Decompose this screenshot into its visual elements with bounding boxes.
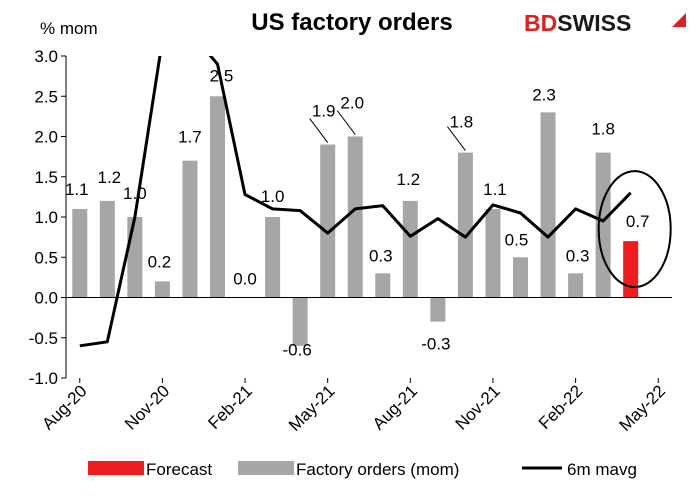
logo-swiss: SWISS [557,10,631,36]
bar [568,273,584,298]
forecast-circle [597,170,672,289]
data-label: 0.7 [626,212,650,231]
label-leader-line [336,110,356,135]
bar [72,208,88,298]
bar [485,208,501,298]
bar [375,273,391,298]
legend-label: Forecast [146,460,212,479]
data-label: 1.9 [312,102,336,121]
bar [430,297,446,322]
data-label: 2.5 [210,66,234,85]
data-label: -0.6 [282,341,311,360]
label-leader-line [309,118,329,143]
chart-title: US factory orders [251,9,452,36]
y-axis-unit-label: % mom [40,19,98,38]
bar [320,144,336,298]
bar [513,257,528,298]
legend: Forecast Factory orders (mom) 6m mavg [88,460,637,479]
legend-label: 6m mavg [567,460,637,479]
bar [182,160,198,298]
bar [595,152,611,298]
bar [540,112,556,298]
y-tick-label: 3.0 [34,47,58,66]
data-label: 2.3 [532,85,556,104]
logo-triangle-icon [672,13,686,27]
data-label: 1.7 [178,128,202,147]
x-tick-label: Feb-21 [204,381,256,433]
bar [347,136,363,298]
x-tick-label: Nov-21 [452,381,504,433]
y-tick-label: 2.5 [34,87,58,106]
forecast-circle-annotation [597,170,672,289]
bar [154,281,170,298]
y-tick-label: 1.0 [34,208,58,227]
y-tick-label: -1.0 [29,369,58,388]
y-tick-label: 2.0 [34,128,58,147]
bar [210,96,225,298]
moving-average-line [79,56,632,348]
data-label: 1.8 [591,120,615,139]
forecast-bar [623,241,639,298]
data-labels: 1.11.21.00.21.72.50.01.0-0.61.9 2.00.31.2… [65,66,650,359]
bar [402,200,418,298]
bars [72,96,639,346]
data-label: 1.8 [450,113,474,132]
x-tick-label: Aug-21 [369,381,421,433]
data-label: 0.3 [369,246,393,265]
data-label: 1.1 [65,180,89,199]
y-axis-ticks: 3.0 2.5 2.0 1.5 1.0 0.5 0.0 -0.5 -1.0 [29,47,58,388]
data-label: 1.2 [97,168,121,187]
y-tick-label: 1.5 [34,168,58,187]
y-tick-label: 0.5 [34,248,58,267]
x-tick-label: Aug-20 [38,381,90,433]
bar [127,217,143,298]
bar [457,152,473,298]
bar [99,200,115,298]
data-label: 0.0 [233,270,257,289]
moving-average-line-layer [79,56,632,348]
data-label: -0.3 [421,335,450,354]
x-tick-label: Feb-22 [535,381,587,433]
bar [265,217,281,298]
x-tick-label: Nov-20 [121,381,173,433]
data-label: 1.0 [123,184,147,203]
x-tick-label: May-22 [616,381,670,435]
legend-label: Factory orders (mom) [296,460,459,479]
logo-bd: BD [524,10,557,36]
y-tick-label: 0.0 [34,289,58,308]
data-label: 1.1 [483,180,507,199]
x-axis-ticks: Aug-20 Nov-20 Feb-21 May-21 Aug-21 Nov-21 Feb-… [38,381,669,435]
data-label: 2.0 [340,94,364,113]
legend-swatch [238,461,294,475]
bar [292,297,308,346]
data-label: 0.2 [148,252,172,271]
data-label: 0.5 [505,230,529,249]
brand-logo: BDSWISS [524,10,686,36]
data-label: 1.2 [396,170,420,189]
y-tick-label: -0.5 [29,329,58,348]
x-tick-label: May-21 [285,381,339,435]
axes [61,55,672,383]
data-label: 1.0 [261,187,285,206]
legend-swatch [88,461,144,475]
data-label: 0.3 [566,246,590,265]
label-leader-line [447,126,466,151]
svg-text:BDSWISS: BDSWISS [524,10,631,36]
